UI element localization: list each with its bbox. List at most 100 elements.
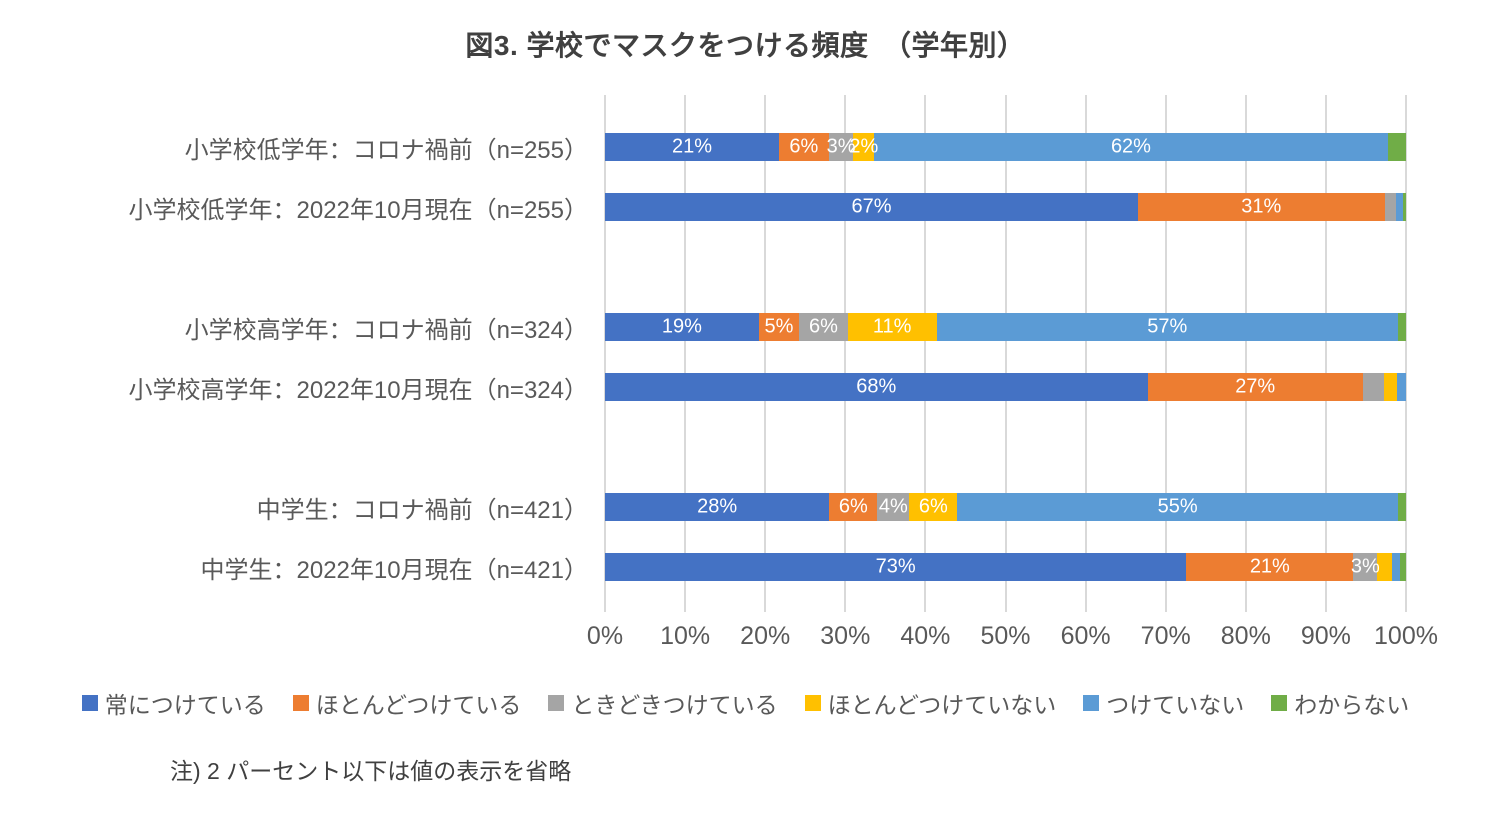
- value-label: 31%: [1241, 195, 1282, 218]
- legend-item: つけていない: [1083, 686, 1244, 720]
- legend-item: 常につけている: [81, 686, 266, 720]
- gridline: [1164, 95, 1167, 612]
- legend-swatch-icon: [292, 695, 309, 711]
- category-label: 小学校低学年：2022年10月現在（n=255）: [128, 196, 589, 224]
- bar-segment: 6%: [799, 313, 848, 341]
- value-label: 6%: [838, 495, 868, 518]
- legend-label: つけていない: [1106, 692, 1245, 718]
- bar-segment: 55%: [957, 493, 1398, 521]
- bar-segment: [1384, 373, 1398, 401]
- value-label: 6%: [918, 495, 948, 518]
- x-tick-label: 60%: [1060, 622, 1111, 650]
- value-label: 73%: [875, 555, 916, 578]
- category-label: 小学校低学年：コロナ禍前（n=255）: [184, 136, 588, 164]
- gridline: [1004, 95, 1007, 612]
- legend-swatch-icon: [1271, 695, 1288, 711]
- gridline: [1405, 95, 1407, 612]
- x-tick-label: 70%: [1140, 622, 1191, 650]
- legend-item: ほとんどつけていない: [804, 686, 1057, 720]
- bar-row: 中学生：コロナ禍前（n=421） 28% 6% 4% 6% 55%: [0, 477, 1406, 537]
- bar-segment: [1377, 553, 1393, 581]
- bar-segment: 6%: [778, 133, 829, 161]
- value-label: 62%: [1110, 135, 1151, 158]
- bar-segment: 68%: [605, 373, 1148, 401]
- legend-swatch-icon: [81, 695, 98, 711]
- x-tick-label: 50%: [980, 622, 1031, 650]
- x-tick-label: 30%: [820, 622, 871, 650]
- value-label: 27%: [1235, 375, 1276, 398]
- stacked-bar: 19% 5% 6% 11% 57%: [605, 313, 1406, 341]
- category-label: 小学校高学年：2022年10月現在（n=324）: [128, 376, 589, 404]
- bar-segment: 27%: [1147, 373, 1363, 401]
- legend-item: わからない: [1271, 686, 1409, 720]
- bar-segment: 3%: [1350, 553, 1380, 581]
- legend-label: 常につけている: [104, 692, 266, 718]
- row-spacer: [0, 417, 1406, 477]
- bar-segment: 5%: [758, 313, 800, 341]
- x-tick-label: 20%: [740, 622, 791, 650]
- stacked-bar: 68% 27%: [605, 373, 1406, 401]
- bar-track: 68% 27%: [605, 357, 1406, 417]
- x-tick-label: 40%: [900, 622, 951, 650]
- legend-swatch-icon: [548, 695, 565, 711]
- bar-segment: [1384, 193, 1396, 221]
- chart-note: 注) 2 パーセント以下は値の表示を省略: [170, 758, 572, 784]
- value-label: 21%: [671, 135, 712, 158]
- bar-row: 小学校低学年：コロナ禍前（n=255） 21% 6% 3% 2% 62%: [0, 117, 1406, 177]
- bar-segment: [1387, 133, 1406, 161]
- category-label: 小学校高学年：コロナ禍前（n=324）: [184, 316, 588, 344]
- bar-segment: 57%: [936, 313, 1398, 341]
- bar-segment: 67%: [605, 193, 1138, 221]
- gridline: [684, 95, 687, 612]
- legend-label: ほとんどつけていない: [827, 692, 1057, 718]
- bar-track: 21% 6% 3% 2% 62%: [605, 117, 1406, 177]
- chart-title: 図3. 学校でマスクをつける頻度 （学年別）: [465, 30, 1026, 61]
- bar-track: 19% 5% 6% 11% 57%: [605, 297, 1406, 357]
- value-label: 6%: [808, 315, 838, 338]
- x-tick-label: 80%: [1220, 622, 1271, 650]
- value-label: 3%: [826, 135, 856, 158]
- stacked-bar: 28% 6% 4% 6% 55%: [605, 493, 1406, 521]
- stacked-bar: 73% 21% 3%: [605, 553, 1406, 581]
- x-tick-label: 90%: [1300, 622, 1351, 650]
- bar-row: 小学校低学年：2022年10月現在（n=255） 67% 31%: [0, 177, 1406, 237]
- value-label: 19%: [661, 315, 702, 338]
- bar-segment: 28%: [605, 493, 830, 521]
- value-label: 55%: [1157, 495, 1198, 518]
- bar-segment: 6%: [829, 493, 878, 521]
- value-label: 5%: [764, 315, 794, 338]
- bar-segment: [1395, 193, 1403, 221]
- bar-track: 73% 21% 3%: [605, 537, 1406, 597]
- bar-segment: [1397, 373, 1406, 401]
- bar-segment: 3%: [826, 133, 856, 161]
- x-tick-label: 100%: [1374, 622, 1438, 650]
- x-tick-label: 0%: [586, 622, 624, 650]
- value-label: 67%: [851, 195, 892, 218]
- gridline: [924, 95, 927, 612]
- bar-segment: [1362, 373, 1385, 401]
- value-label: 11%: [872, 315, 912, 338]
- bar-segment: 62%: [874, 133, 1388, 161]
- stacked-bar: 21% 6% 3% 2% 62%: [605, 133, 1406, 161]
- value-label: 21%: [1249, 555, 1290, 578]
- value-label: 57%: [1147, 315, 1188, 338]
- row-spacer: [0, 237, 1406, 297]
- legend-label: わからない: [1294, 692, 1410, 718]
- bar-segment: 73%: [605, 553, 1187, 581]
- x-axis: 0% 10% 20% 30% 40% 50% 60% 70% 80% 90% 100%: [587, 622, 1438, 654]
- gridline: [1244, 95, 1247, 612]
- gridline: [1324, 95, 1327, 612]
- bar-segment: 2%: [849, 133, 878, 161]
- value-label: 4%: [878, 495, 908, 518]
- value-label: 3%: [1350, 555, 1380, 578]
- stacked-bar: 67% 31%: [605, 193, 1406, 221]
- value-label: 2%: [849, 135, 879, 158]
- bar-segment: [1399, 553, 1406, 581]
- value-label: 28%: [697, 495, 738, 518]
- gridline: [844, 95, 847, 612]
- gridline: [764, 95, 767, 612]
- gridline: [1084, 95, 1087, 612]
- category-label: 中学生：コロナ禍前（n=421）: [256, 496, 588, 524]
- value-label: 6%: [789, 135, 819, 158]
